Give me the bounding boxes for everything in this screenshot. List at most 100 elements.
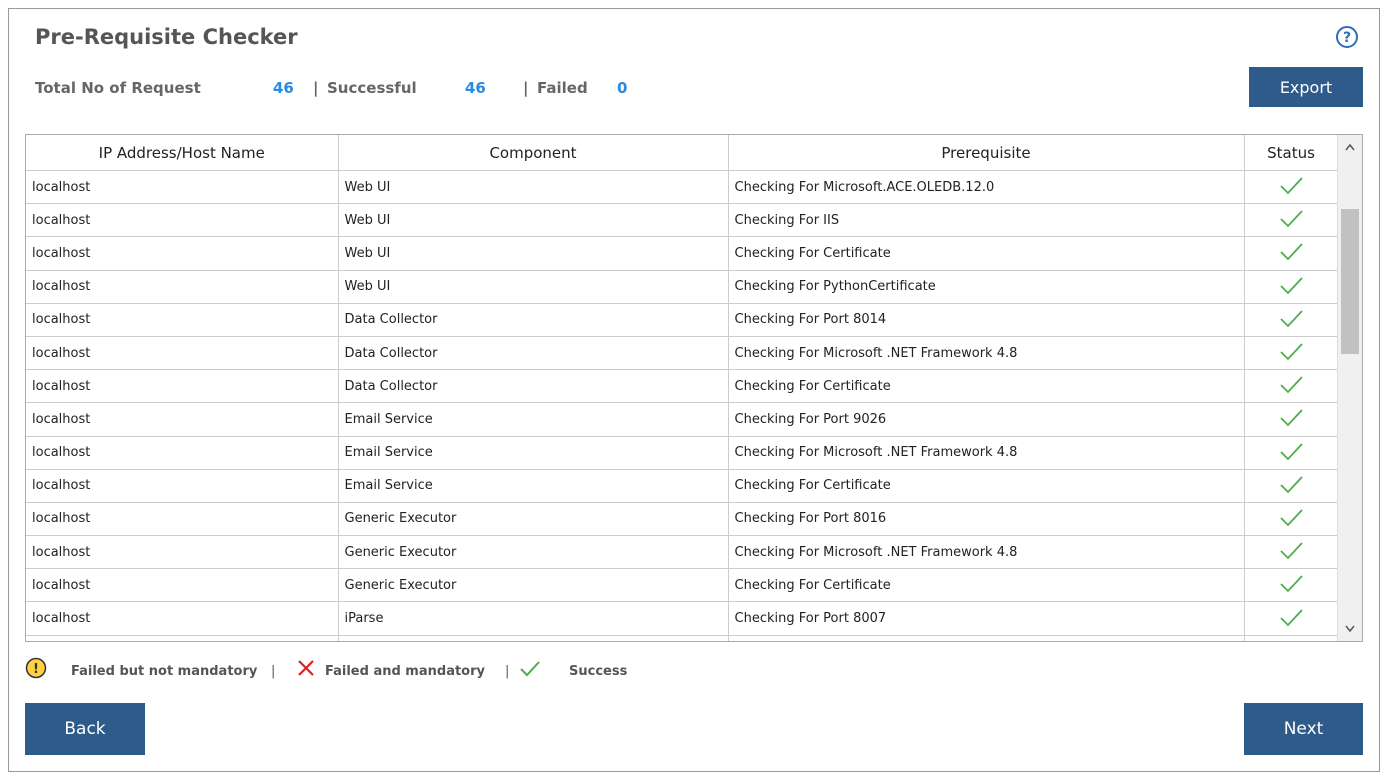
warning-icon: ! [25, 657, 47, 679]
table-cell: Generic Executor [338, 568, 729, 603]
success-check [1280, 376, 1303, 394]
table-cell: localhost [26, 303, 339, 337]
success-check [1280, 310, 1303, 328]
success-check [1280, 243, 1303, 261]
table-cell: Email Service [338, 469, 729, 503]
table-cell: localhost [26, 402, 339, 437]
table-row: localhost Web UI Checking For IIS [26, 203, 1339, 238]
table-cell: localhost [26, 535, 339, 570]
table-cell: Web UI [338, 236, 729, 271]
successful-value: 46 [465, 79, 486, 97]
table-cell: Checking For Microsoft .NET Framework 4.… [728, 436, 1245, 470]
success-check [1278, 640, 1304, 642]
failed-icon [298, 660, 314, 676]
legend-success: Success [569, 664, 628, 679]
table-row: localhost Web UI Checking For PythonCertif… [26, 270, 1339, 304]
status-cell [1244, 469, 1339, 503]
table-cell: Checking For Microsoft.ACE.OLEDB.12.0 [728, 170, 1245, 205]
status-cell [1244, 601, 1339, 636]
table-cell: localhost [26, 469, 339, 503]
table-cell: Data Collector [338, 303, 729, 337]
table-cell: localhost [26, 436, 339, 470]
success-check [1280, 608, 1303, 626]
table-cell: Generic Executor [338, 535, 729, 570]
table-row: localhost Data Collector Checking For Micr… [26, 336, 1339, 371]
success-check [1280, 343, 1303, 361]
table-cell: Checking For Microsoft .NET Framework 4.… [728, 336, 1245, 371]
table-cell: iParse [338, 601, 729, 636]
status-cell [1244, 635, 1339, 642]
failed-value: 0 [617, 79, 628, 97]
table-cell: Checking For Port 8016 [728, 502, 1245, 537]
header-row: IP Address/Host Name Component Prerequisit… [26, 135, 1339, 171]
table-cell: Checking For IIS [728, 203, 1245, 238]
status-cell [1244, 502, 1339, 537]
table-cell: localhost [26, 170, 339, 205]
table-cell: localhost [26, 601, 339, 636]
table-cell: Checking For Microsoft .NET Framework 4.… [728, 535, 1245, 570]
table-cell: Email Service [338, 436, 729, 470]
success-check [1280, 409, 1303, 427]
column-header: Component [338, 135, 729, 171]
success-check [1280, 177, 1303, 195]
separator: | [313, 79, 319, 97]
success-check [1280, 509, 1303, 527]
table-row: localhost Email Service Checking For Port … [26, 402, 1339, 437]
scrollbar[interactable] [1337, 135, 1362, 641]
table-cell: Email Service [338, 402, 729, 437]
table: IP Address/Host Name Component Prerequisit… [26, 135, 1339, 642]
table-cell: localhost [26, 236, 339, 271]
success-check [1280, 542, 1303, 560]
help-icon[interactable]: ? [1335, 25, 1359, 49]
success-check [1280, 575, 1303, 593]
column-header: Prerequisite [728, 135, 1245, 171]
table-cell: Checking For Python 3.6.8 [728, 635, 1245, 641]
separator: | [271, 664, 276, 679]
svg-text:?: ? [1343, 30, 1351, 46]
table-cell: Web UI [338, 203, 729, 238]
table-row: localhost iParse Checking For Port 8007 [26, 601, 1339, 636]
status-cell [1244, 303, 1339, 337]
status-cell [1244, 369, 1339, 404]
export-button[interactable]: Export [1249, 67, 1363, 107]
table-cell: Checking For PythonCertificate [728, 270, 1245, 304]
table-cell: Checking For Certificate [728, 236, 1245, 271]
total-label: Total No of Request [35, 79, 201, 97]
separator: | [523, 79, 529, 97]
table-cell: Checking For Port 9026 [728, 402, 1245, 437]
scrollbar-graphic [1341, 143, 1359, 633]
table-cell: localhost [26, 270, 339, 304]
table-cell: iParse [338, 635, 729, 641]
column-header: Status [1244, 135, 1339, 171]
success-check [1280, 210, 1303, 228]
success-check [1280, 277, 1303, 294]
title: Pre-Requisite Checker [35, 25, 298, 49]
table-row: localhost Email Service Checking For Certi… [26, 469, 1339, 503]
status-cell [1244, 568, 1339, 603]
next-button[interactable]: Next [1244, 703, 1363, 755]
separator: | [505, 664, 510, 679]
success-check [1280, 476, 1303, 494]
table-row: localhost Email Service Checking For Micro… [26, 436, 1339, 470]
status-cell [1244, 436, 1339, 470]
back-button[interactable]: Back [25, 703, 145, 755]
table-cell: Checking For Certificate [728, 469, 1245, 503]
table-cell: Web UI [338, 270, 729, 304]
status-cell [1244, 535, 1339, 570]
window: Pre-Requisite Checker ? Total No of Requ… [8, 8, 1380, 772]
success-check [1280, 442, 1303, 460]
failed-label: Failed [537, 79, 588, 97]
table-row: localhost Data Collector Checking For Port… [26, 303, 1339, 337]
status-cell [1244, 236, 1339, 271]
table-cell: Checking For Certificate [728, 568, 1245, 603]
table-row: localhost Generic Executor Checking For Mi… [26, 535, 1339, 570]
legend-warning: Failed but not mandatory [71, 664, 258, 679]
total-value: 46 [273, 79, 294, 97]
table-cell: Web UI [338, 170, 729, 205]
table-cell: localhost [26, 568, 339, 603]
legend-failed: Failed and mandatory [325, 664, 485, 679]
table-cell: Checking For Certificate [728, 369, 1245, 404]
table-cell: localhost [26, 203, 339, 238]
